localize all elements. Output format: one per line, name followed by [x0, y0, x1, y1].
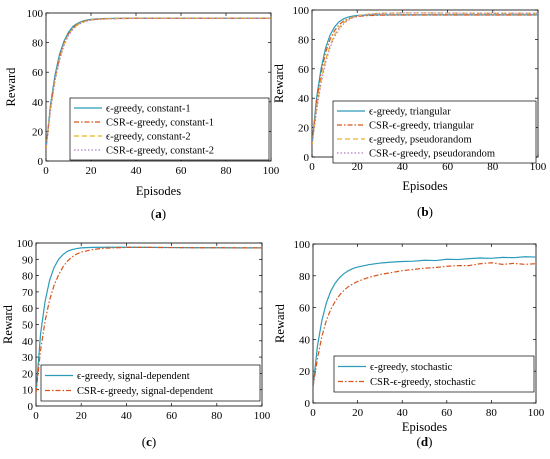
legend-entry: CSR-ϵ-greedy, signal-dependent — [77, 386, 213, 397]
x-axis-label: Episodes — [402, 179, 447, 193]
y-tick-label: 100 — [27, 8, 44, 20]
legend: ϵ-greedy, triangular CSR-ϵ-greedy, triang… — [332, 100, 537, 164]
legend-entry: CSR-ϵ-greedy, stochastic — [370, 377, 476, 388]
y-tick-label: 60 — [299, 303, 311, 315]
y-tick-label: 80 — [299, 271, 311, 283]
y-tick-label: 80 — [298, 34, 310, 46]
y-tick-label: 20 — [299, 366, 311, 378]
x-axis-label: Episodes — [136, 184, 181, 198]
legend-box — [332, 100, 537, 164]
y-tick-label: 100 — [293, 5, 310, 17]
y-tick-label: 80 — [32, 38, 44, 50]
x-tick-label: 0 — [33, 410, 39, 422]
y-tick-label: 100 — [17, 238, 34, 250]
legend-entry: CSR-ϵ-greedy, pseudorandom — [369, 149, 495, 160]
series-line-2 — [312, 14, 538, 146]
legend-box — [40, 364, 261, 402]
legend-entry: CSR-ϵ-greedy, constant-1 — [106, 118, 214, 129]
x-tick-label: 20 — [352, 407, 364, 419]
x-tick-label: 100 — [254, 410, 271, 422]
legend-entry: ϵ-greedy, pseudorandom — [369, 135, 472, 146]
series-line-2 — [36, 246, 262, 394]
y-tick-label: 0 — [28, 401, 34, 413]
panel-caption: (a) — [151, 206, 166, 221]
y-tick-label: 0 — [304, 152, 310, 164]
y-tick-label: 0 — [38, 156, 44, 168]
y-tick-label: 30 — [22, 352, 34, 364]
y-tick-label: 20 — [22, 368, 34, 380]
panel-caption: (c) — [142, 434, 156, 449]
x-tick-label: 40 — [397, 161, 409, 173]
x-tick-label: 0 — [309, 161, 315, 173]
x-tick-label: 0 — [43, 165, 49, 177]
x-tick-label: 80 — [211, 410, 223, 422]
series-line-4 — [46, 17, 271, 150]
x-tick-label: 20 — [352, 161, 364, 173]
legend: ϵ-greedy, stochastic CSR-ϵ-greedy, stocha… — [333, 355, 535, 393]
y-axis-label: Reward — [4, 67, 18, 107]
y-tick-label: 40 — [22, 336, 34, 348]
panel-b: 0 20 40 60 80 100 0 20 40 60 80 100 Episodes Reward ϵ-… — [272, 5, 547, 219]
legend-entry: ϵ-greedy, constant-1 — [106, 104, 191, 115]
y-axis-label: Reward — [273, 303, 287, 343]
x-tick-label: 100 — [528, 407, 545, 419]
y-tick-label: 20 — [298, 123, 310, 135]
x-tick-label: 60 — [442, 161, 454, 173]
y-tick-label: 60 — [32, 67, 44, 79]
y-tick-label: 50 — [22, 320, 34, 332]
legend-entry: ϵ-greedy, constant-2 — [106, 132, 191, 143]
series-line-1 — [313, 256, 536, 388]
y-tick-label: 60 — [22, 303, 34, 315]
legend-box — [333, 355, 535, 393]
y-tick-label: 100 — [294, 239, 311, 251]
x-tick-label: 80 — [486, 407, 498, 419]
x-tick-label: 20 — [86, 165, 98, 177]
y-tick-label: 40 — [298, 93, 310, 105]
series-line-2 — [313, 262, 536, 388]
x-tick-label: 0 — [310, 407, 316, 419]
legend: ϵ-greedy, signal-dependent CSR-ϵ-greedy, … — [40, 364, 261, 402]
x-tick-label: 100 — [263, 165, 280, 177]
y-tick-label: 20 — [32, 126, 44, 138]
x-tick-label: 20 — [76, 410, 88, 422]
x-tick-label: 60 — [166, 410, 178, 422]
legend-entry: CSR-ϵ-greedy, constant-2 — [106, 146, 214, 157]
x-tick-label: 60 — [441, 407, 453, 419]
y-tick-label: 40 — [32, 97, 44, 109]
y-tick-label: 0 — [305, 398, 311, 410]
panel-d: 0 20 40 60 80 100 0 20 40 60 80 100 Episodes Reward ϵ-… — [273, 239, 545, 449]
x-tick-label: 60 — [176, 165, 188, 177]
panel-a: 0 20 40 60 80 100 0 20 40 60 80 100 Episodes Reward ϵ-… — [4, 8, 280, 221]
legend: ϵ-greedy, constant-1 CSR-ϵ-greedy, consta… — [69, 97, 270, 161]
legend-entry: ϵ-greedy, triangular — [369, 107, 451, 118]
y-tick-label: 60 — [298, 64, 310, 76]
y-axis-label: Reward — [1, 304, 15, 344]
x-tick-label: 40 — [397, 407, 409, 419]
x-tick-label: 80 — [221, 165, 233, 177]
x-tick-label: 80 — [487, 161, 499, 173]
x-axis-label: Episodes — [402, 420, 447, 434]
x-tick-label: 40 — [131, 165, 143, 177]
y-axis-label: Reward — [272, 63, 286, 103]
y-tick-label: 70 — [22, 287, 34, 299]
legend-entry: ϵ-greedy, signal-dependent — [77, 371, 190, 382]
legend-entry: ϵ-greedy, stochastic — [370, 362, 453, 373]
series-line-4 — [312, 12, 538, 146]
panel-caption: (d) — [417, 434, 433, 449]
legend-box — [69, 97, 270, 161]
panel-caption: (b) — [417, 204, 433, 219]
x-tick-label: 100 — [530, 161, 547, 173]
y-tick-label: 40 — [299, 334, 311, 346]
y-tick-label: 80 — [22, 271, 34, 283]
y-tick-label: 90 — [22, 254, 34, 266]
y-tick-label: 10 — [22, 385, 34, 397]
legend-entry: CSR-ϵ-greedy, triangular — [369, 121, 475, 132]
series-line-3 — [312, 12, 538, 146]
x-tick-label: 40 — [121, 410, 133, 422]
panel-c: 0 20 40 60 80 100 0 10 20 30 40 50 60 70 80 90 100 Reward… — [1, 238, 271, 449]
